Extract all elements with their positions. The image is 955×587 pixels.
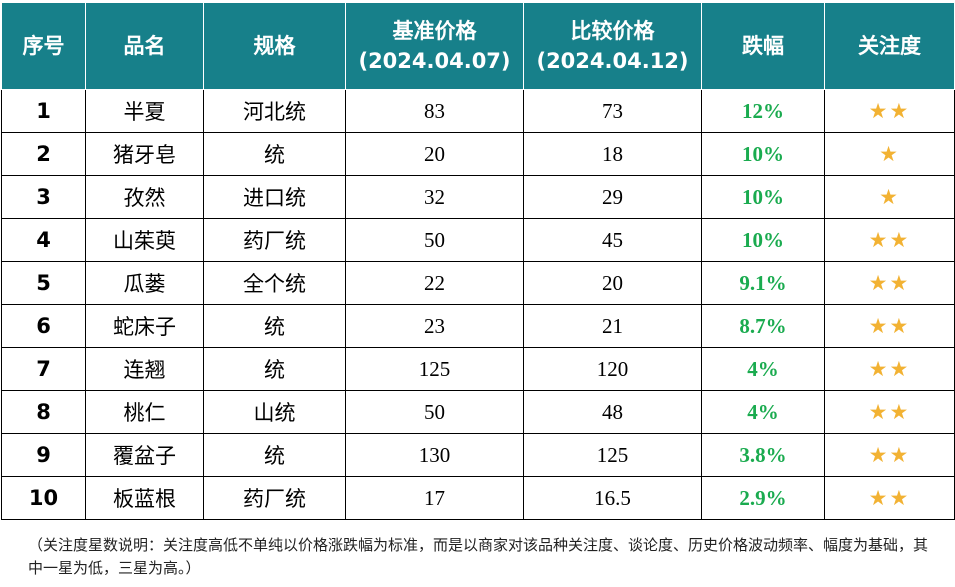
- attention-stars: ★★: [824, 476, 955, 520]
- col-header-index: 序号: [1, 2, 86, 90]
- table-row: 2 猪牙皂统 20 18 10% ★: [1, 132, 955, 176]
- table-row: 7 连翘统 125 120 4% ★★: [1, 347, 955, 391]
- compare-price: 20: [523, 261, 702, 305]
- attention-stars: ★: [824, 175, 955, 219]
- compare-price: 48: [523, 390, 702, 434]
- drop-percent: 4%: [701, 347, 825, 391]
- item-spec: 统: [203, 304, 346, 348]
- drop-percent: 8.7%: [701, 304, 825, 348]
- base-price: 23: [345, 304, 524, 348]
- drop-percent: 10%: [701, 218, 825, 262]
- drop-percent: 4%: [701, 390, 825, 434]
- row-index: 5: [1, 261, 86, 305]
- attention-stars: ★★: [824, 390, 955, 434]
- drop-percent: 9.1%: [701, 261, 825, 305]
- base-price: 83: [345, 89, 524, 133]
- base-price: 130: [345, 433, 524, 477]
- item-name: 连翘: [85, 347, 204, 391]
- price-drop-table: 序号 品名 规格 基准价格 (2024.04.07) 比较价格 (2024.04.12) 跌幅…: [1, 2, 955, 520]
- item-name: 蛇床子: [85, 304, 204, 348]
- col-header-name: 品名: [85, 2, 204, 90]
- base-price: 22: [345, 261, 524, 305]
- base-price: 20: [345, 132, 524, 176]
- table-row: 10 板蓝根 药厂统 17 16.5 2.9% ★★: [1, 476, 955, 520]
- header-row: 序号 品名 规格 基准价格 (2024.04.07) 比较价格 (2024.04.12) 跌幅…: [1, 2, 955, 90]
- attention-stars: ★★: [824, 304, 955, 348]
- attention-stars: ★★: [824, 89, 955, 133]
- row-index: 3: [1, 175, 86, 219]
- row-index: 1: [1, 89, 86, 133]
- compare-price: 120: [523, 347, 702, 391]
- compare-price: 45: [523, 218, 702, 262]
- base-price: 32: [345, 175, 524, 219]
- item-spec: 统: [203, 347, 346, 391]
- row-index: 10: [1, 476, 86, 520]
- base-price: 50: [345, 390, 524, 434]
- row-index: 2: [1, 132, 86, 176]
- item-name: 覆盆子: [85, 433, 204, 477]
- col-header-drop: 跌幅: [701, 2, 825, 90]
- item-spec: 统: [203, 132, 346, 176]
- item-name: 孜然: [85, 175, 204, 219]
- item-name: 猪牙皂: [85, 132, 204, 176]
- item-name: 板蓝根: [85, 476, 204, 520]
- table-row: 9 覆盆子统 130 125 3.8% ★★: [1, 433, 955, 477]
- drop-percent: 10%: [701, 132, 825, 176]
- attention-stars: ★★: [824, 218, 955, 262]
- table-row: 4 山茱萸 药厂统 50 45 10% ★★: [1, 218, 955, 262]
- item-name: 山茱萸: [85, 218, 204, 262]
- attention-stars: ★★: [824, 261, 955, 305]
- item-spec: 药厂统: [203, 476, 346, 520]
- table-row: 5 瓜蒌 全个统 22 20 9.1% ★★: [1, 261, 955, 305]
- item-name: 瓜蒌: [85, 261, 204, 305]
- col-header-base-price: 基准价格 (2024.04.07): [345, 2, 524, 90]
- table-body: 1 半夏 河北统 83 73 12% ★★ 2 猪牙皂统 20 18 10% ★ 3 孜然 进口统 32 29 10…: [1, 89, 955, 520]
- item-spec: 进口统: [203, 175, 346, 219]
- drop-percent: 3.8%: [701, 433, 825, 477]
- drop-percent: 2.9%: [701, 476, 825, 520]
- col-header-attention: 关注度: [824, 2, 955, 90]
- item-spec: 统: [203, 433, 346, 477]
- base-price: 125: [345, 347, 524, 391]
- table-row: 3 孜然 进口统 32 29 10% ★: [1, 175, 955, 219]
- item-spec: 全个统: [203, 261, 346, 305]
- star-rating-note: （关注度星数说明：关注度高低不单纯以价格涨跌幅为标准，而是以商家对该品种关注度、…: [28, 536, 929, 577]
- base-price: 17: [345, 476, 524, 520]
- compare-price: 16.5: [523, 476, 702, 520]
- compare-price: 29: [523, 175, 702, 219]
- table-header: 序号 品名 规格 基准价格 (2024.04.07) 比较价格 (2024.04.12) 跌幅…: [1, 2, 955, 90]
- col-header-compare-price: 比较价格 (2024.04.12): [523, 2, 702, 90]
- item-name: 半夏: [85, 89, 204, 133]
- item-name: 桃仁: [85, 390, 204, 434]
- row-index: 9: [1, 433, 86, 477]
- drop-percent: 10%: [701, 175, 825, 219]
- compare-price: 18: [523, 132, 702, 176]
- table-row: 6 蛇床子统 23 21 8.7% ★★: [1, 304, 955, 348]
- attention-stars: ★★: [824, 347, 955, 391]
- drop-percent: 12%: [701, 89, 825, 133]
- table-row: 8 桃仁 山统 50 48 4% ★★: [1, 390, 955, 434]
- table-row: 1 半夏 河北统 83 73 12% ★★: [1, 89, 955, 133]
- attention-stars: ★: [824, 132, 955, 176]
- item-spec: 药厂统: [203, 218, 346, 262]
- compare-price: 21: [523, 304, 702, 348]
- row-index: 8: [1, 390, 86, 434]
- attention-stars: ★★: [824, 433, 955, 477]
- base-price: 50: [345, 218, 524, 262]
- compare-price: 73: [523, 89, 702, 133]
- row-index: 6: [1, 304, 86, 348]
- compare-price: 125: [523, 433, 702, 477]
- row-index: 7: [1, 347, 86, 391]
- row-index: 4: [1, 218, 86, 262]
- item-spec: 山统: [203, 390, 346, 434]
- col-header-spec: 规格: [203, 2, 346, 90]
- item-spec: 河北统: [203, 89, 346, 133]
